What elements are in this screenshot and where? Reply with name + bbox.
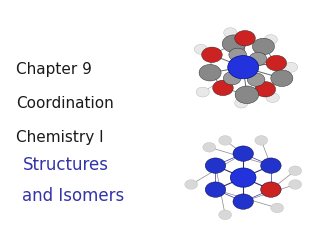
- Circle shape: [224, 28, 237, 38]
- Circle shape: [233, 194, 253, 209]
- Circle shape: [235, 86, 259, 104]
- Circle shape: [205, 182, 226, 197]
- Circle shape: [252, 38, 275, 55]
- Circle shape: [233, 146, 253, 161]
- Circle shape: [222, 35, 246, 53]
- Circle shape: [219, 136, 232, 145]
- Circle shape: [213, 80, 233, 96]
- Circle shape: [228, 56, 259, 79]
- Circle shape: [264, 35, 277, 45]
- Circle shape: [261, 182, 281, 197]
- Circle shape: [266, 93, 279, 102]
- Text: and Isomers: and Isomers: [22, 187, 125, 205]
- Circle shape: [271, 70, 293, 87]
- Circle shape: [194, 44, 207, 54]
- Circle shape: [223, 72, 241, 85]
- Circle shape: [202, 47, 222, 62]
- Circle shape: [284, 62, 298, 72]
- Circle shape: [185, 180, 198, 189]
- Circle shape: [249, 52, 267, 66]
- Text: Structures: Structures: [22, 156, 108, 174]
- Circle shape: [266, 55, 287, 71]
- Circle shape: [203, 143, 216, 152]
- Text: Chapter 9: Chapter 9: [16, 62, 92, 77]
- Circle shape: [247, 73, 265, 86]
- Circle shape: [289, 180, 301, 189]
- Circle shape: [196, 87, 209, 97]
- Circle shape: [230, 168, 256, 187]
- Circle shape: [219, 210, 232, 220]
- Circle shape: [271, 203, 284, 213]
- Text: Coordination: Coordination: [16, 96, 114, 111]
- Circle shape: [205, 158, 226, 173]
- Circle shape: [235, 30, 255, 46]
- Circle shape: [255, 82, 276, 97]
- Circle shape: [289, 166, 301, 175]
- Circle shape: [255, 136, 268, 145]
- Circle shape: [235, 98, 248, 108]
- Circle shape: [261, 158, 281, 173]
- Text: Chemistry I: Chemistry I: [16, 130, 104, 144]
- Circle shape: [229, 48, 246, 61]
- Circle shape: [199, 64, 221, 81]
